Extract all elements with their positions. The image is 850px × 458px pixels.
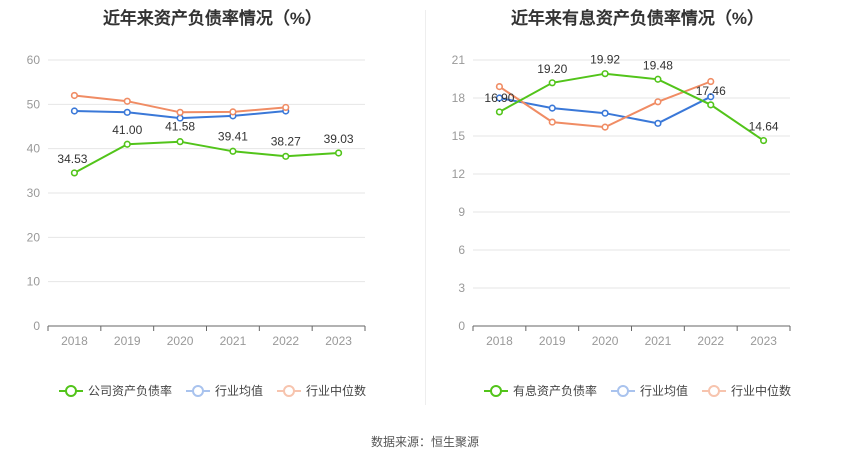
x-tick-label: 2018 bbox=[486, 334, 513, 348]
legend-item-industry-median[interactable]: 行业中位数 bbox=[702, 382, 791, 399]
x-tick-label: 2021 bbox=[645, 334, 672, 348]
data-label: 41.00 bbox=[112, 123, 142, 137]
data-point bbox=[70, 91, 79, 100]
data-label: 39.41 bbox=[218, 129, 248, 143]
x-tick-label: 2019 bbox=[114, 334, 141, 348]
data-point bbox=[176, 108, 184, 116]
data-label: 19.92 bbox=[590, 53, 620, 67]
x-tick-label: 2018 bbox=[61, 334, 88, 348]
data-point bbox=[654, 75, 662, 83]
data-point bbox=[495, 108, 504, 116]
data-point bbox=[123, 97, 131, 105]
data-point bbox=[707, 77, 715, 86]
data-point bbox=[601, 109, 609, 117]
x-tick-label: 2022 bbox=[697, 334, 724, 348]
y-tick-label: 10 bbox=[27, 275, 41, 289]
data-point bbox=[70, 169, 79, 177]
data-point bbox=[548, 118, 556, 126]
y-tick-label: 0 bbox=[33, 319, 40, 333]
data-label: 41.58 bbox=[165, 120, 195, 134]
data-point bbox=[123, 108, 131, 116]
x-tick-label: 2020 bbox=[592, 334, 619, 348]
data-point bbox=[123, 140, 131, 148]
x-tick-label: 2021 bbox=[220, 334, 247, 348]
data-point bbox=[334, 149, 343, 157]
legend-line-marker-icon bbox=[277, 384, 301, 397]
data-label: 19.48 bbox=[643, 58, 673, 72]
data-point bbox=[282, 152, 290, 160]
data-point bbox=[548, 79, 556, 87]
y-tick-label: 12 bbox=[452, 167, 466, 181]
legend-item-industry-median[interactable]: 行业中位数 bbox=[277, 382, 366, 399]
data-point bbox=[229, 108, 237, 116]
legend-line-marker-icon bbox=[610, 384, 635, 397]
chart-panel-debt-ratio: 近年来资产负债率情况（%） 0 10 20 30 40 50 60 2018 2019 2020 2… bbox=[0, 0, 425, 410]
data-point bbox=[282, 103, 290, 112]
data-point bbox=[654, 119, 662, 127]
y-tick-label: 6 bbox=[458, 243, 465, 257]
y-tick-label: 21 bbox=[452, 53, 466, 67]
data-label: 14.64 bbox=[749, 120, 779, 134]
series-line bbox=[498, 72, 765, 142]
y-tick-label: 0 bbox=[458, 319, 465, 333]
legend-item-industry-mean[interactable]: 行业均值 bbox=[610, 382, 688, 399]
chart-legend: 公司资产负债率 行业均值 行业中位数 bbox=[0, 382, 425, 399]
chart-panel-interest-debt-ratio: 近年来有息资产负债率情况（%） 0 3 6 9 12 15 18 21 2018 2019 2020… bbox=[425, 0, 850, 410]
y-tick-label: 60 bbox=[27, 53, 41, 67]
legend-label: 行业中位数 bbox=[306, 384, 367, 398]
series-line bbox=[73, 140, 339, 174]
y-tick-label: 40 bbox=[27, 142, 41, 156]
legend-line-marker-icon bbox=[483, 384, 508, 397]
data-source-note: 数据来源：恒生聚源 bbox=[370, 435, 479, 449]
data-point bbox=[707, 93, 715, 101]
chart-legend: 有息资产负债率 行业均值 行业中位数 bbox=[425, 382, 850, 399]
legend-line-marker-icon bbox=[702, 384, 726, 397]
chart-title: 近年来资产负债率情况（%） bbox=[102, 9, 323, 28]
data-point bbox=[707, 101, 715, 109]
data-point bbox=[495, 94, 504, 102]
data-label: 17.46 bbox=[696, 84, 726, 98]
panel-divider bbox=[425, 10, 426, 405]
x-tick-label: 2022 bbox=[272, 334, 299, 348]
legend-label: 有息资产负债率 bbox=[512, 384, 597, 398]
x-tick-label: 2023 bbox=[750, 334, 777, 348]
legend-item-company[interactable]: 有息资产负债率 bbox=[483, 382, 597, 399]
data-point bbox=[548, 104, 556, 112]
legend-label: 行业均值 bbox=[214, 384, 263, 398]
data-point bbox=[654, 98, 662, 106]
legend-item-company[interactable]: 公司资产负债率 bbox=[58, 382, 172, 399]
legend-label: 行业均值 bbox=[639, 384, 688, 398]
x-tick-label: 2019 bbox=[539, 334, 566, 348]
chart-title: 近年来有息资产负债率情况（%） bbox=[510, 9, 765, 28]
data-point bbox=[70, 107, 79, 115]
legend-line-marker-icon bbox=[185, 384, 210, 397]
data-point bbox=[495, 82, 504, 91]
legend-line-marker-icon bbox=[58, 384, 83, 397]
y-tick-label: 20 bbox=[27, 230, 41, 244]
data-label: 39.03 bbox=[324, 132, 354, 146]
legend-label: 公司资产负债率 bbox=[87, 384, 172, 398]
y-tick-label: 15 bbox=[452, 129, 466, 143]
legend-label: 行业中位数 bbox=[731, 384, 792, 398]
data-point bbox=[176, 138, 184, 146]
data-point bbox=[601, 123, 609, 131]
y-tick-label: 9 bbox=[458, 205, 465, 219]
y-tick-label: 50 bbox=[27, 97, 41, 111]
y-tick-label: 18 bbox=[452, 91, 466, 105]
data-point bbox=[759, 136, 768, 145]
line-chart-interest-debt-ratio: 0 3 6 9 12 15 18 21 2018 2019 2020 2021 2022 2023 16.9… bbox=[452, 53, 791, 348]
x-tick-label: 2023 bbox=[325, 334, 352, 348]
data-label: 19.20 bbox=[537, 62, 567, 76]
data-label: 38.27 bbox=[271, 134, 301, 148]
data-label: 16.90 bbox=[484, 91, 514, 105]
data-point bbox=[229, 147, 237, 155]
line-chart-debt-ratio: 0 10 20 30 40 50 60 2018 2019 2020 2021 2022 2023 34.… bbox=[27, 53, 366, 348]
y-tick-label: 3 bbox=[458, 281, 465, 295]
y-tick-label: 30 bbox=[27, 186, 41, 200]
x-tick-label: 2020 bbox=[167, 334, 194, 348]
legend-item-industry-mean[interactable]: 行业均值 bbox=[185, 382, 263, 399]
data-label: 34.53 bbox=[57, 152, 87, 166]
data-point bbox=[601, 70, 609, 78]
